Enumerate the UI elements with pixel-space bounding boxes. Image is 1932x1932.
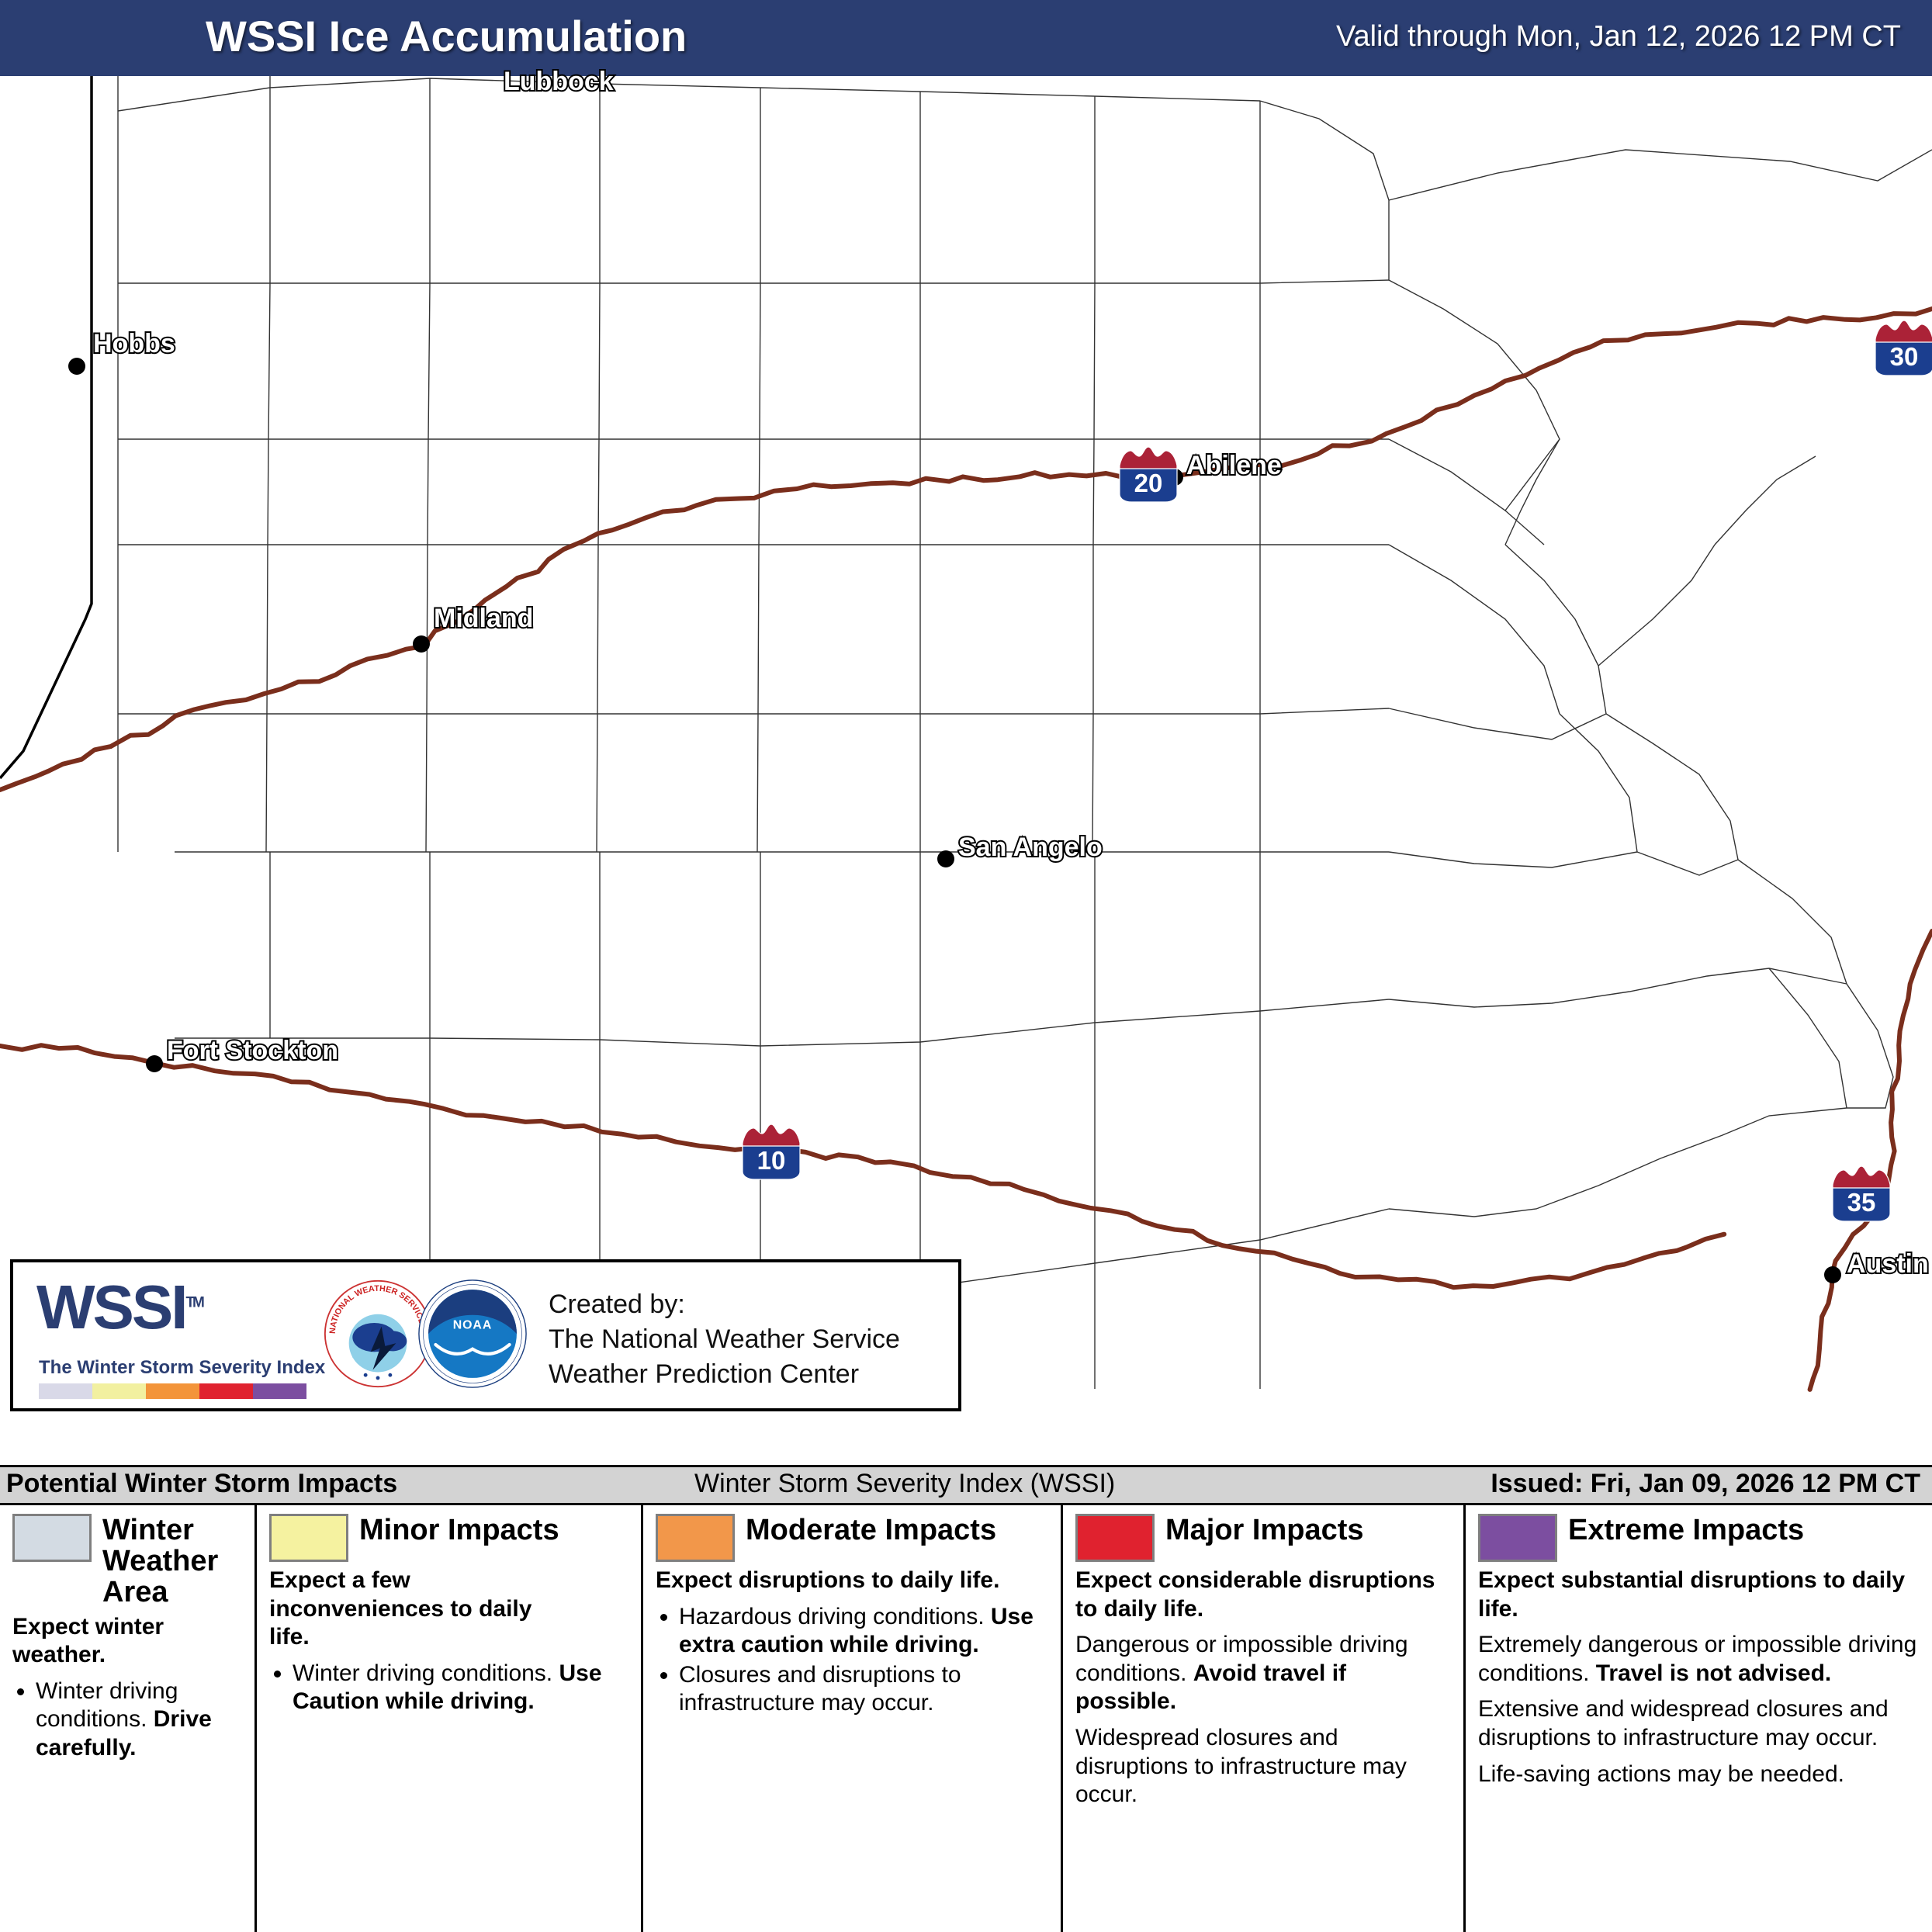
svg-text:30: 30 <box>1890 342 1919 371</box>
svg-text:35: 35 <box>1847 1188 1876 1217</box>
svg-text:20: 20 <box>1134 469 1163 497</box>
svg-text:NOAA: NOAA <box>453 1318 492 1331</box>
svg-text:10: 10 <box>757 1146 786 1175</box>
